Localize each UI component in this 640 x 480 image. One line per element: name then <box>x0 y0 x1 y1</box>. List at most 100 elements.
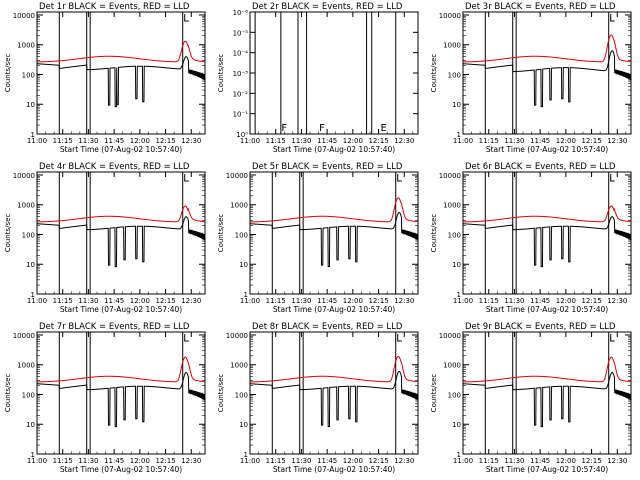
events-series-line <box>36 216 206 268</box>
panel-title: Det 1r BLACK = Events, RED = LLD <box>39 2 190 12</box>
y-tick-label: 100 <box>22 71 35 79</box>
panel-det-9: Det 9r BLACK = Events, RED = LLD Counts/s… <box>430 322 632 474</box>
x-axis-label: Start Time (07-Aug-02 10:57:40) <box>486 305 608 314</box>
y-tick-label: 1 <box>244 291 248 299</box>
y-tick-label: 1000 <box>443 362 461 370</box>
y-tick-label: 10⁻⁶ <box>233 9 249 17</box>
y-tick-label: 10 <box>452 261 461 269</box>
panel-det-4: Det 4r BLACK = Events, RED = LLD Counts/s… <box>4 162 206 314</box>
x-tick-label: 12:15 <box>581 457 601 465</box>
panel-det-5: Det 5r BLACK = Events, RED = LLD Counts/s… <box>217 162 419 314</box>
events-series-line <box>462 216 632 268</box>
panel-det-3: Det 3r BLACK = Events, RED = LLD Counts/s… <box>430 2 632 154</box>
panel-title: Det 3r BLACK = Events, RED = LLD <box>465 2 616 12</box>
y-axis-label: Counts/sec <box>4 214 12 253</box>
y-tick-label: 10 <box>26 101 35 109</box>
lld-series-line <box>36 205 206 223</box>
x-tick-label: 12:15 <box>155 137 175 145</box>
y-tick-label: 1000 <box>17 202 35 210</box>
x-tick-label: 11:45 <box>317 137 337 145</box>
y-tick-label: 1 <box>457 451 461 459</box>
x-axis-label: Start Time (07-Aug-02 10:57:40) <box>60 145 182 154</box>
x-tick-label: 11:15 <box>479 457 499 465</box>
segment-label: F <box>319 123 325 134</box>
lld-series-line <box>249 355 419 383</box>
x-axis-label: Start Time (07-Aug-02 10:57:40) <box>60 465 182 474</box>
y-tick-label: 1 <box>31 131 35 139</box>
x-tick-label: 12:00 <box>556 457 576 465</box>
events-series-line <box>36 56 206 108</box>
y-tick-label: 10000 <box>439 172 461 180</box>
y-tick-label: 10 <box>239 261 248 269</box>
lld-series-line <box>462 205 632 223</box>
x-tick-label: 11:15 <box>53 137 73 145</box>
x-tick-label: 12:15 <box>155 457 175 465</box>
y-tick-label: 10⁻² <box>233 90 249 98</box>
x-tick-label: 12:00 <box>556 297 576 305</box>
y-axis-label: Counts/sec <box>217 374 225 413</box>
plot-frame <box>249 331 419 455</box>
x-tick-label: 11:15 <box>266 137 286 145</box>
x-tick-label: 11:45 <box>530 297 550 305</box>
x-tick-label: 11:45 <box>530 137 550 145</box>
x-tick-label: 11:15 <box>266 297 286 305</box>
y-tick-label: 10000 <box>13 12 35 20</box>
x-tick-label: 12:15 <box>581 297 601 305</box>
lld-series-line <box>462 34 632 63</box>
x-tick-label: 12:30 <box>181 457 201 465</box>
panel-det-2: Det 2r BLACK = Events, RED = LLD Counts/s… <box>217 2 419 154</box>
events-series-line <box>36 371 206 428</box>
y-tick-label: 1000 <box>17 362 35 370</box>
x-axis-label: Start Time (07-Aug-02 10:57:40) <box>60 305 182 314</box>
x-tick-label: 12:00 <box>343 457 363 465</box>
y-tick-label: 100 <box>448 391 461 399</box>
x-tick-label: 11:15 <box>53 457 73 465</box>
y-tick-label: 10 <box>26 261 35 269</box>
x-tick-label: 11:15 <box>266 457 286 465</box>
y-tick-label: 100 <box>235 391 248 399</box>
attenuator-marker <box>397 334 402 342</box>
events-series-line <box>462 50 632 108</box>
x-tick-label: 12:00 <box>130 457 150 465</box>
x-axis-label: Start Time (07-Aug-02 10:57:40) <box>273 305 395 314</box>
y-tick-label: 10⁻¹ <box>233 111 249 119</box>
x-tick-label: 11:00 <box>240 457 260 465</box>
panel-det-8: Det 8r BLACK = Events, RED = LLD Counts/s… <box>217 322 419 474</box>
segment-label: E <box>381 123 387 134</box>
x-axis-label: Start Time (07-Aug-02 10:57:40) <box>486 465 608 474</box>
x-axis-label: Start Time (07-Aug-02 10:57:40) <box>486 145 608 154</box>
x-tick-label: 11:15 <box>479 297 499 305</box>
y-tick-label: 100 <box>22 231 35 239</box>
y-axis-label: Counts/sec <box>4 54 12 93</box>
y-tick-label: 1 <box>31 451 35 459</box>
x-tick-label: 11:00 <box>453 137 473 145</box>
x-tick-label: 12:00 <box>130 137 150 145</box>
y-tick-label: 100 <box>235 231 248 239</box>
x-tick-label: 11:15 <box>53 297 73 305</box>
attenuator-marker <box>610 14 615 22</box>
attenuator-marker <box>610 334 615 342</box>
y-tick-label: 1 <box>31 291 35 299</box>
y-tick-label: 10000 <box>226 332 248 340</box>
x-tick-label: 12:30 <box>607 137 627 145</box>
x-axis-label: Start Time (07-Aug-02 10:57:40) <box>273 145 395 154</box>
x-tick-label: 12:00 <box>556 137 576 145</box>
x-tick-label: 11:00 <box>27 137 47 145</box>
panel-title: Det 7r BLACK = Events, RED = LLD <box>39 322 190 332</box>
x-tick-label: 11:00 <box>27 457 47 465</box>
panel-title: Det 4r BLACK = Events, RED = LLD <box>39 162 190 172</box>
x-tick-label: 11:30 <box>78 457 98 465</box>
x-tick-label: 12:15 <box>368 297 388 305</box>
x-tick-label: 11:30 <box>504 137 524 145</box>
attenuator-marker <box>610 174 615 182</box>
x-tick-label: 11:00 <box>453 457 473 465</box>
plot-frame <box>462 11 632 135</box>
lld-series-line <box>36 356 206 383</box>
y-tick-label: 1000 <box>443 202 461 210</box>
y-tick-label: 10⁻⁵ <box>233 29 249 37</box>
y-tick-label: 10000 <box>226 172 248 180</box>
x-tick-label: 11:45 <box>104 457 124 465</box>
x-tick-label: 11:45 <box>104 137 124 145</box>
